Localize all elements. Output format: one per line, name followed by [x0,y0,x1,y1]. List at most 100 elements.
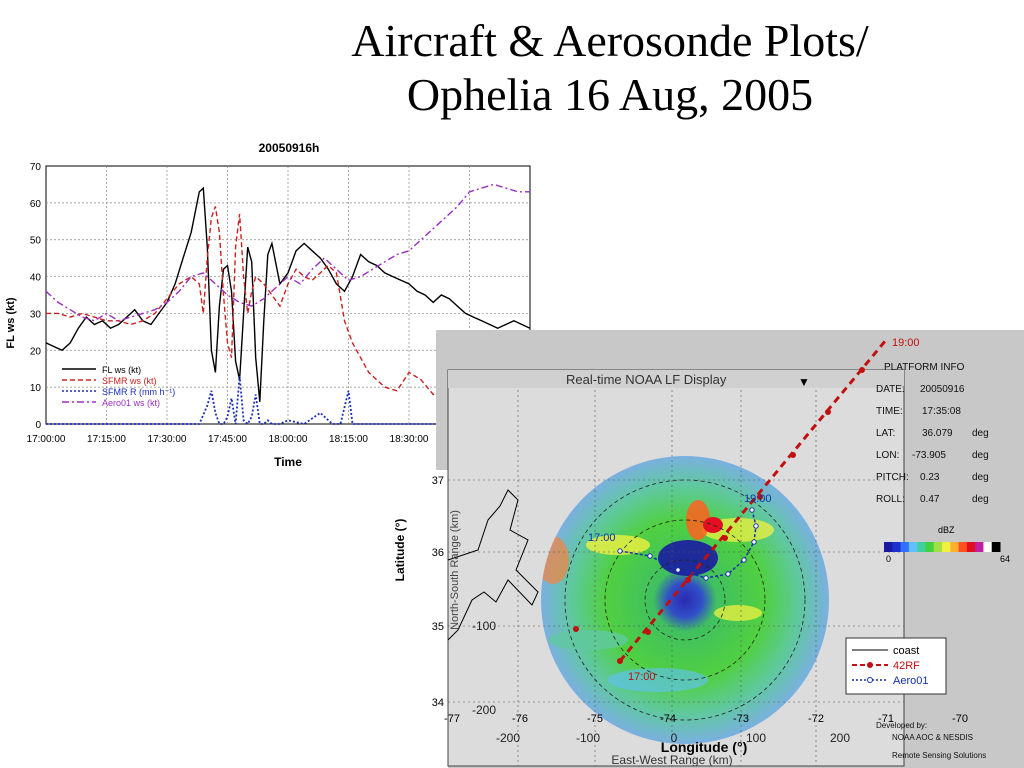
svg-text:-74: -74 [660,713,676,725]
svg-text:35: 35 [432,621,444,633]
svg-text:-100: -100 [472,619,496,633]
series-line-2 [46,376,530,426]
colorbar-swatch [983,542,993,552]
flight-track-markers [573,367,865,664]
km-ticks: -200 -100 0 100 200 -200 -100 [472,619,850,745]
svg-text:0: 0 [671,731,678,745]
legend-label-3: Aero01 ws (kt) [102,398,160,408]
svg-text:17:35:08: 17:35:08 [922,406,961,417]
svg-text:20050916: 20050916 [920,384,965,395]
credit-text: Developed by: NOAA AOC & NESDIS Remote S… [876,721,986,760]
svg-text:-73.905: -73.905 [912,450,946,461]
radar-display-title: Real-time NOAA LF Display [566,372,727,387]
aerosonde-track [619,509,757,579]
colorbar-swatch [933,542,943,552]
colorbar-swatch [900,542,910,552]
flight-start-time: 17:00 [628,671,656,683]
colorbar-swatch [942,542,951,552]
svg-text:deg: deg [972,472,989,483]
coastline [447,489,539,641]
colorbar-swatch [966,542,976,552]
svg-text:Remote Sensing Solutions: Remote Sensing Solutions [892,751,986,760]
svg-text:0.23: 0.23 [920,472,940,483]
svg-text:34: 34 [432,697,444,709]
svg-text:0.47: 0.47 [920,494,940,505]
colorbar-swatch [950,542,960,552]
colorbar-swatch [975,542,984,552]
chart-plot-area: 0 10 20 30 40 50 60 70 17:00:00 17:15:00 17:30:00 1… [27,162,550,445]
svg-text:36: 36 [432,547,444,559]
radar-disc [541,456,829,744]
svg-text:37: 37 [432,475,444,487]
svg-text:TIME:: TIME: [876,406,903,417]
legend-coast: coast [893,645,919,657]
y-tick-label: 70 [30,162,42,173]
svg-text:200: 200 [830,731,850,745]
svg-text:deg: deg [972,450,989,461]
legend-label-1: SFMR ws (kt) [102,376,157,386]
y-tick-label: 40 [30,273,42,284]
svg-text:-75: -75 [587,713,603,725]
svg-text:ROLL:: ROLL: [876,494,905,505]
x-tick-label: 17:15:00 [87,434,126,445]
y-tick-label: 10 [30,383,42,394]
svg-text:NOAA AOC & NESDIS: NOAA AOC & NESDIS [892,733,973,742]
dbz-colorbar [884,542,1001,552]
ew-range-label: East-West Range (km) [611,753,732,767]
svg-text:LAT:: LAT: [876,428,895,439]
platform-info: PLATFORM INFO DATE: 20050916 TIME: 17:35… [876,362,989,505]
colorbar-swatch [884,542,893,552]
svg-text:LON:: LON: [876,450,899,461]
colorbar-min: 0 [886,554,891,564]
lat-lon-grid [448,370,904,766]
svg-text:PITCH:: PITCH: [876,472,909,483]
dropdown-triangle-icon[interactable]: ▼ [798,375,810,389]
legend-aero01: Aero01 [893,675,928,687]
svg-text:-200: -200 [496,731,520,745]
svg-text:-70: -70 [952,713,968,725]
svg-text:Developed by:: Developed by: [876,721,927,730]
colorbar-swatch [958,542,968,552]
slide-title-line2: Ophelia 16 Aug, 2005 [406,69,814,120]
svg-text:36.079: 36.079 [922,428,953,439]
y-tick-label: 20 [30,346,42,357]
x-tick-label: 18:15:00 [329,434,368,445]
svg-text:PLATFORM INFO: PLATFORM INFO [884,362,965,373]
colorbar-swatch [908,542,918,552]
slide-title-line1: Aircraft & Aerosonde Plots/ [351,15,869,66]
latitude-axis-label: Latitude (°) [393,519,407,582]
series-line-3 [45,183,530,322]
y-tick-label: 50 [30,236,42,247]
radar-display-panel: Real-time NOAA LF Display ▼ 17:00 19:00 … [388,330,1024,768]
colorbar-swatch [892,542,902,552]
aerosonde-markers [617,507,759,581]
y-tick-label: 60 [30,199,42,210]
x-tick-label: 18:00:00 [269,434,308,445]
colorbar-label: dBZ [938,525,955,535]
svg-text:-73: -73 [733,713,749,725]
y-tick-label: 30 [30,309,42,320]
colorbar-max: 64 [1000,554,1010,564]
svg-text:deg: deg [972,494,989,505]
aero-end-time: 19:00 [744,493,772,505]
svg-text:100: 100 [746,731,766,745]
ns-range-label: North-South Range (km) [449,510,461,630]
flight-track-42RF [618,339,888,662]
svg-text:-100: -100 [576,731,600,745]
longitude-ticks: -77 -76 -75 -74 -73 -72 -71 -70 [444,713,968,725]
latitude-ticks: 37 36 35 34 [432,475,444,709]
slide-title: Aircraft & Aerosonde Plots/ Ophelia 16 A… [250,14,970,122]
series-line-1 [46,206,530,396]
legend-label-2: SFMR R (mm h⁻¹) [102,387,175,397]
x-tick-label: 17:45:00 [208,434,247,445]
svg-text:deg: deg [972,428,989,439]
longitude-axis-label: Longitude (°) [661,739,747,755]
svg-text:-200: -200 [472,703,496,717]
svg-text:-71: -71 [878,713,894,725]
x-tick-label: 17:30:00 [148,434,187,445]
aero-start-time: 17:00 [588,532,616,544]
colorbar-swatch [925,542,935,552]
svg-text:-72: -72 [808,713,824,725]
colorbar-swatch [917,542,926,552]
x-tick-label: 17:00:00 [27,434,66,445]
